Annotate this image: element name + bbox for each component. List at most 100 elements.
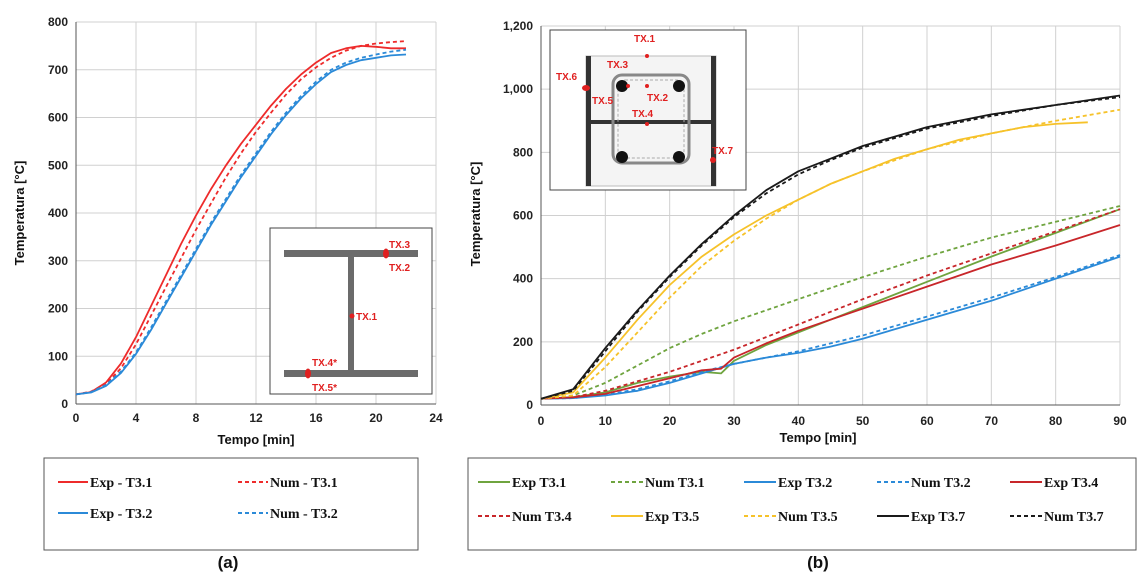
chart-b-inset-marker xyxy=(645,84,649,88)
series-line-num-t3-7 xyxy=(540,96,1121,400)
legend-label: Exp T3.4 xyxy=(1044,476,1098,491)
series-line-exp-t3-1 xyxy=(540,208,1121,400)
legend-label: Num - T3.2 xyxy=(270,507,338,522)
chart-a-ytick-label: 300 xyxy=(48,254,68,268)
chart-a-lines xyxy=(75,40,407,396)
chart-b-xtick-label: 10 xyxy=(599,414,613,428)
series-line-exp-t3-2 xyxy=(540,255,1121,400)
series-line-num-t3-5 xyxy=(540,108,1121,400)
series-line-exp-t3-7 xyxy=(540,94,1121,400)
chart-a-inset-top-flange xyxy=(284,250,418,257)
chart-b-legend xyxy=(467,457,1137,551)
series-line-exp-t3-2 xyxy=(75,53,407,396)
chart-b-inset-flange-right xyxy=(711,56,716,186)
chart-b-inset-rebar xyxy=(673,151,685,163)
chart-a-ytick-label: 100 xyxy=(48,349,68,363)
chart-b-xtick-label: 50 xyxy=(856,414,870,428)
chart-a-ticks: 0 4 8 12 16 20 24 0 100 200 300 400 500 600 700 800 xyxy=(48,15,443,425)
legend-label: Exp T3.7 xyxy=(911,510,965,525)
chart-b-ticks: 0 10 20 30 40 50 60 70 80 90 0 200 400 600 800 1,000 1,2… xyxy=(503,19,1127,428)
chart-a-ytick-label: 200 xyxy=(48,302,68,316)
chart-a-legend xyxy=(43,457,419,551)
chart-b-inset-label: TX.1 xyxy=(634,34,656,45)
chart-b-inset-label: TX.3 xyxy=(607,60,629,71)
chart-b-ytick-label: 1,000 xyxy=(503,82,533,96)
chart-b-inset-stirrup xyxy=(611,73,691,165)
chart-a-ytick-label: 600 xyxy=(48,111,68,125)
chart-b-inset-flange-left xyxy=(586,56,591,186)
chart-a-inset-label: TX.1 xyxy=(356,312,378,323)
chart-a-inset-label: TX.3 xyxy=(389,240,411,251)
chart-b-inset-marker xyxy=(710,157,716,163)
legend-label: Num T3.5 xyxy=(778,510,838,525)
chart-a-inset-label: TX.5* xyxy=(312,383,337,394)
legend-label: Exp T3.1 xyxy=(512,476,566,491)
legend-label: Exp T3.2 xyxy=(778,476,832,491)
chart-a-ytick-label: 0 xyxy=(61,397,68,411)
chart-b-lines xyxy=(540,94,1121,400)
chart-b-inset-label: TX.6 xyxy=(556,72,578,83)
chart-a-xtick-label: 20 xyxy=(369,411,383,425)
chart-a-xtick-label: 0 xyxy=(73,411,80,425)
chart-a-ylabel: Temperatura [°C] xyxy=(12,161,27,266)
legend-label: Num T3.4 xyxy=(512,510,572,525)
chart-b-ytick-label: 0 xyxy=(526,398,533,412)
chart-a-inset-web xyxy=(348,257,354,370)
chart-a-xtick-label: 12 xyxy=(249,411,263,425)
chart-b-inset-marker xyxy=(582,85,590,91)
chart-b-inset-rebar xyxy=(616,80,628,92)
chart-a-inset-marker xyxy=(305,368,311,379)
chart-a-inset-bottom-flange xyxy=(284,370,418,377)
chart-b-xtick-label: 80 xyxy=(1049,414,1063,428)
chart-b-grid xyxy=(540,25,1121,406)
chart-b-inset-label: TX.2 xyxy=(647,93,669,104)
chart-a-ytick-label: 400 xyxy=(48,206,68,220)
chart-a-ytick-label: 800 xyxy=(48,15,68,29)
chart-b-inset-marker xyxy=(645,54,649,58)
chart-b-inset-rebar xyxy=(616,151,628,163)
chart-b-inset-label: TX.7 xyxy=(712,146,734,157)
chart-b-xtick-label: 60 xyxy=(920,414,934,428)
chart-b-ytick-label: 200 xyxy=(513,335,533,349)
legend-label: Num - T3.1 xyxy=(270,476,338,491)
chart-a-ytick-label: 500 xyxy=(48,158,68,172)
legend-label: Num T3.7 xyxy=(1044,510,1104,525)
chart-b-inset-marker xyxy=(626,84,630,88)
chart-a-xtick-label: 16 xyxy=(309,411,323,425)
chart-b-ytick-label: 1,200 xyxy=(503,19,533,33)
chart-a-ytick-label: 700 xyxy=(48,63,68,77)
series-line-num-t3-1 xyxy=(75,40,407,396)
chart-b-inset-label: TX.4 xyxy=(632,109,654,120)
chart-b-xtick-label: 40 xyxy=(792,414,806,428)
chart-b-xtick-label: 20 xyxy=(663,414,677,428)
legend-label: Exp T3.5 xyxy=(645,510,699,525)
chart-b-ytick-label: 600 xyxy=(513,209,533,223)
chart-b-xtick-label: 30 xyxy=(727,414,741,428)
chart-b-ytick-label: 800 xyxy=(513,145,533,159)
series-line-num-t3-2 xyxy=(75,48,407,396)
chart-b-inset-web xyxy=(591,120,711,124)
chart-a-inset-label: TX.4* xyxy=(312,358,337,369)
chart-a-xlabel: Tempo [min] xyxy=(217,432,294,447)
series-line-exp-t3-1 xyxy=(75,45,406,396)
chart-b-xtick-label: 90 xyxy=(1113,414,1127,428)
legend-label: Num T3.1 xyxy=(645,476,705,491)
legend-label: Exp - T3.2 xyxy=(90,507,152,522)
panel-label-b: (b) xyxy=(807,553,829,572)
chart-b-inset: TX.1 TX.6 TX.3 TX.5 TX.2 TX.4 TX.7 xyxy=(549,29,747,191)
chart-b-inset-label: TX.5 xyxy=(592,96,614,107)
chart-b-ytick-label: 400 xyxy=(513,272,533,286)
chart-b-inset-marker xyxy=(645,122,649,126)
chart-b-xtick-label: 70 xyxy=(985,414,999,428)
chart-a-inset: TX.3 TX.2 TX.1 TX.4* TX.5* xyxy=(269,227,433,395)
chart-b: 0 10 20 30 40 50 60 70 80 90 0 200 400 600 800 1,000 1,2… xyxy=(467,19,1137,572)
panel-label-a: (a) xyxy=(218,553,239,572)
chart-a-inset-marker xyxy=(349,313,355,319)
chart-a-legend-items: Exp - T3.1 Num - T3.1 Exp - T3.2 Num - T3.2 xyxy=(58,476,338,522)
chart-b-ylabel: Temperatura [°C] xyxy=(468,162,483,267)
chart-a: 0 4 8 12 16 20 24 0 100 200 300 400 500 600 700 800 Tem… xyxy=(12,15,443,572)
series-line-num-t3-1 xyxy=(540,205,1121,400)
legend-label: Num T3.2 xyxy=(911,476,971,491)
chart-a-inset-marker xyxy=(383,248,389,259)
legend-label: Exp - T3.1 xyxy=(90,476,152,491)
